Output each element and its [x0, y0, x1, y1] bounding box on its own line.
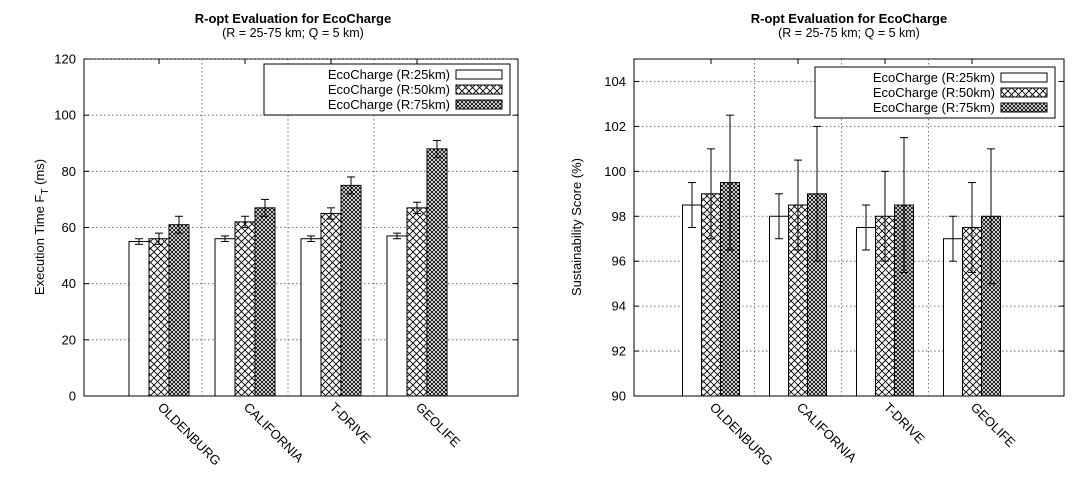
- x-axis-categories: OLDENBURG CALIFORNIA T-DRIVE GEOLIFE: [155, 400, 464, 469]
- legend-swatch: [455, 69, 503, 80]
- error-bar: [900, 137, 908, 273]
- plot-frame: [633, 58, 1065, 397]
- bar: [128, 241, 150, 397]
- bar: [426, 148, 448, 397]
- y-axis-ticks: 90 92 94 96 98 100 102 104: [604, 59, 1064, 404]
- error-bar: [175, 215, 183, 234]
- bar: [214, 238, 236, 397]
- bar: [769, 215, 789, 397]
- legend: EcoCharge (R:25km)EcoCharge (R:50km)EcoC…: [263, 63, 511, 116]
- legend-swatch: [1000, 87, 1048, 98]
- error-bar: [221, 235, 229, 243]
- error-bar: [688, 182, 696, 228]
- y-axis-label: Execution Time FT (ms): [32, 159, 51, 295]
- legend: EcoCharge (R:25km)EcoCharge (R:50km)EcoC…: [814, 66, 1056, 119]
- execution-time-chart: R-opt Evaluation for EcoCharge (R = 25-7…: [32, 11, 519, 469]
- bar: [254, 207, 276, 397]
- error-bar: [775, 193, 783, 240]
- bar: [168, 224, 190, 397]
- y-tick-label: 96: [612, 254, 626, 269]
- y-tick-label: 60: [62, 220, 76, 235]
- bar: [320, 212, 342, 397]
- bar: [856, 227, 876, 397]
- x-category-label: CALIFORNIA: [241, 400, 307, 466]
- bar: [300, 238, 322, 397]
- bar: [234, 221, 256, 397]
- error-bar: [347, 176, 355, 195]
- x-category-label: T-DRIVE: [327, 400, 374, 447]
- chart-title: R-opt Evaluation for EcoCharge: [195, 11, 391, 26]
- y-tick-label: 100: [604, 164, 626, 179]
- error-bar: [393, 232, 401, 240]
- y-tick-label: 20: [62, 332, 76, 347]
- error-bar: [987, 148, 995, 285]
- y-tick-label: 0: [69, 389, 76, 404]
- y-tick-label: 40: [62, 276, 76, 291]
- error-bar: [794, 159, 802, 251]
- legend-label: EcoCharge (R:25km): [328, 67, 450, 82]
- error-bar: [155, 232, 163, 245]
- legend-label: EcoCharge (R:75km): [328, 97, 450, 112]
- legend-swatch: [1000, 102, 1048, 113]
- error-bar: [307, 235, 315, 243]
- error-bar: [726, 114, 734, 251]
- y-tick-label: 90: [612, 389, 626, 404]
- legend-swatch: [1000, 72, 1048, 83]
- bar: [943, 238, 963, 397]
- bar: [386, 235, 408, 397]
- legend-swatch: [455, 99, 503, 110]
- legend-swatch: [455, 84, 503, 95]
- error-bar: [968, 182, 976, 273]
- y-tick-label: 120: [54, 52, 76, 67]
- error-bar: [881, 170, 889, 262]
- x-category-label: OLDENBURG: [707, 400, 776, 469]
- bars: [682, 114, 1001, 397]
- x-category-label: GEOLIFE: [413, 400, 464, 451]
- y-axis-ticks: 0 20 40 60 80 100 120: [54, 52, 518, 404]
- chart-title: R-opt Evaluation for EcoCharge: [751, 11, 947, 26]
- x-category-label: CALIFORNIA: [794, 400, 860, 466]
- y-tick-label: 102: [604, 119, 626, 134]
- x-category-label: GEOLIFE: [968, 400, 1019, 451]
- error-bar: [241, 215, 249, 228]
- bar: [406, 207, 428, 397]
- y-tick-label: 98: [612, 209, 626, 224]
- error-bar: [327, 207, 335, 220]
- legend-label: EcoCharge (R:25km): [873, 70, 995, 85]
- legend-label: EcoCharge (R:50km): [873, 85, 995, 100]
- error-bar: [813, 125, 821, 262]
- bar: [682, 204, 702, 397]
- error-bar: [862, 204, 870, 251]
- error-bar: [413, 201, 421, 214]
- x-axis-categories: OLDENBURG CALIFORNIA T-DRIVE GEOLIFE: [707, 400, 1019, 469]
- error-bar: [707, 148, 715, 240]
- y-tick-label: 104: [604, 74, 626, 89]
- error-bar: [135, 238, 143, 245]
- y-tick-label: 80: [62, 164, 76, 179]
- bar: [148, 238, 170, 397]
- legend-label: EcoCharge (R:75km): [873, 100, 995, 115]
- legend-label: EcoCharge (R:50km): [328, 82, 450, 97]
- error-bar: [433, 139, 441, 158]
- bars: [128, 139, 448, 397]
- y-tick-label: 92: [612, 344, 626, 359]
- bar: [340, 184, 362, 397]
- chart-subtitle: (R = 25-75 km; Q = 5 km): [222, 26, 364, 40]
- error-bar: [949, 215, 957, 262]
- error-bar: [261, 198, 269, 217]
- sustainability-score-chart: R-opt Evaluation for EcoCharge (R = 25-7…: [569, 11, 1065, 469]
- chart-subtitle: (R = 25-75 km; Q = 5 km): [778, 26, 920, 40]
- x-category-label: OLDENBURG: [155, 400, 224, 469]
- y-tick-label: 94: [612, 299, 626, 314]
- x-category-label: T-DRIVE: [881, 400, 928, 447]
- y-axis-label: Sustainability Score (%): [569, 158, 584, 296]
- y-tick-label: 100: [54, 108, 76, 123]
